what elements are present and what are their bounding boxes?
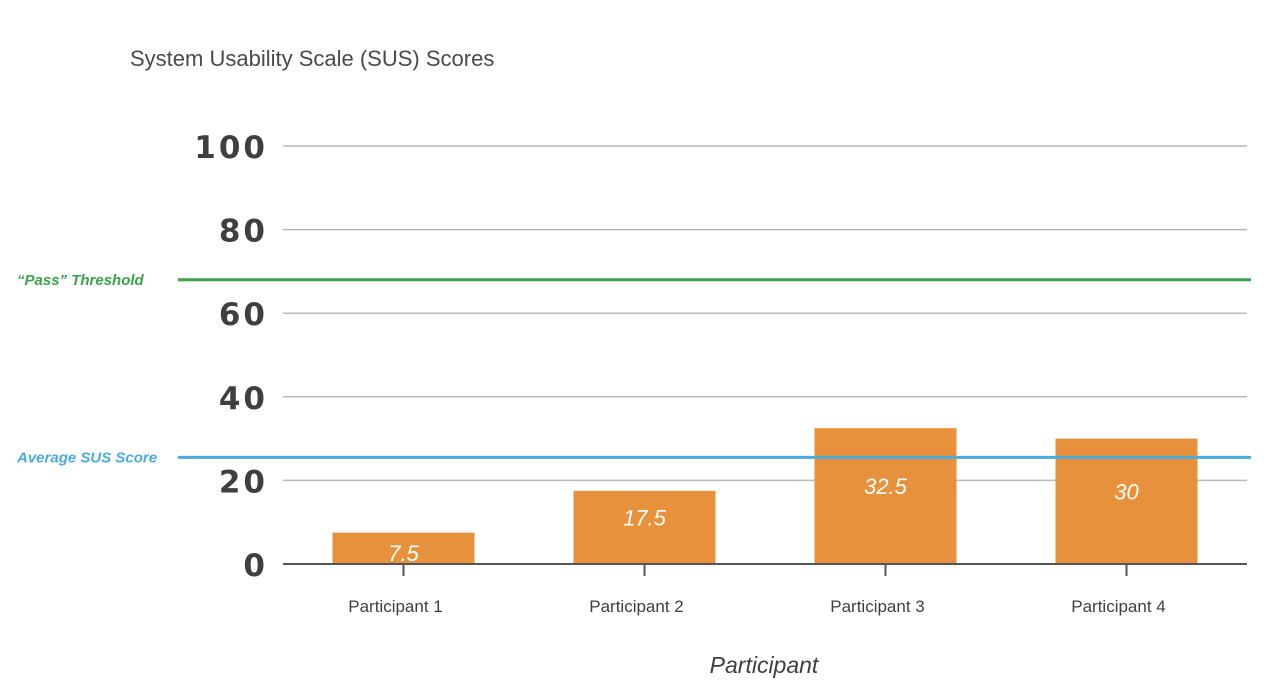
x-tick-label: Participant 1: [348, 597, 443, 616]
y-tick-label: 20: [219, 464, 268, 500]
x-tick-label: Participant 4: [1071, 597, 1166, 616]
y-tick-label: 60: [219, 297, 268, 333]
reference-line-label: Average SUS Score: [16, 449, 157, 466]
bar: [1055, 438, 1198, 564]
bar-value-label: 7.5: [388, 541, 419, 566]
gridlines: [283, 145, 1247, 482]
x-tick-label: Participant 3: [830, 597, 925, 616]
bar: [573, 490, 716, 564]
bar-value-label: 32.5: [864, 474, 908, 499]
y-tick-label: 40: [219, 381, 268, 417]
bars: 7.5 17.5 32.5 30: [332, 428, 1198, 566]
y-axis-tick-labels: 0 20 40 60 80 100: [194, 130, 268, 584]
bar: [332, 532, 475, 564]
x-tick-label: Participant 2: [589, 597, 684, 616]
y-tick-label: 100: [194, 130, 268, 166]
y-tick-label: 0: [243, 548, 268, 584]
reference-line-label: “Pass” Threshold: [17, 272, 145, 289]
bar: [814, 428, 957, 564]
bar-value-label: 17.5: [623, 505, 667, 530]
y-tick-label: 80: [219, 214, 268, 250]
reference-lines: “Pass” Threshold Average SUS Score: [16, 272, 1251, 466]
chart-title: System Usability Scale (SUS) Scores: [130, 46, 494, 71]
x-axis-title: Participant: [710, 652, 820, 678]
bar-value-label: 30: [1114, 479, 1139, 504]
x-axis-ticks: Participant 1 Participant 2 Participant 3 P…: [348, 564, 1166, 616]
